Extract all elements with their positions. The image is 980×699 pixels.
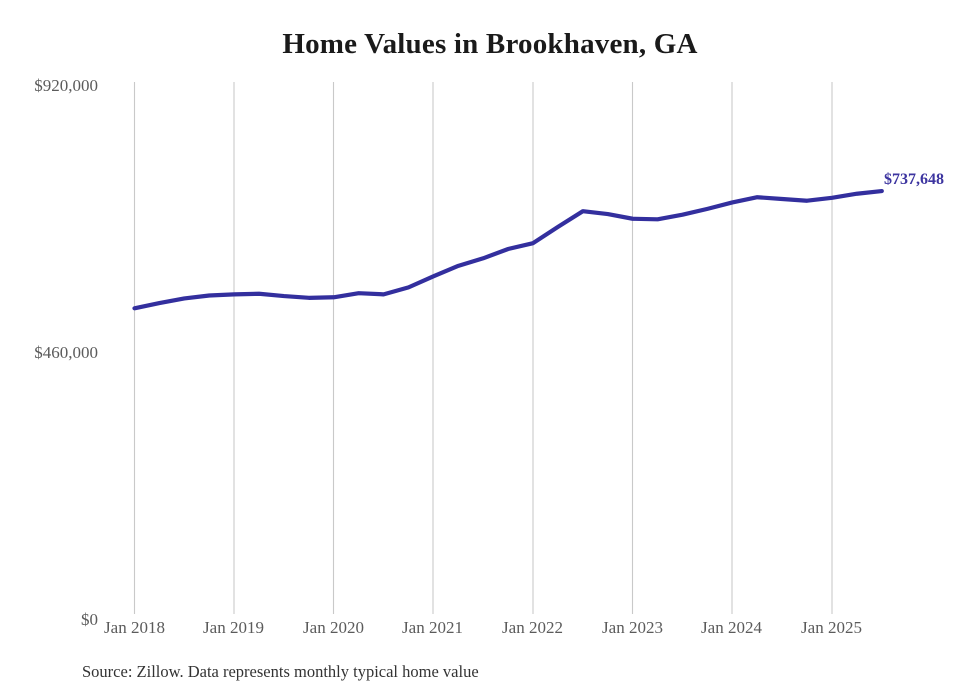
- end-value-annotation: $737,648: [884, 171, 944, 188]
- vertical-gridlines: [133, 82, 833, 614]
- x-tick-label-jan-2021: Jan 2021: [402, 618, 463, 637]
- source-footnote: Source: Zillow. Data represents monthly …: [82, 662, 479, 681]
- chart-title: Home Values in Brookhaven, GA: [282, 28, 698, 60]
- y-tick-label-0: $0: [81, 610, 98, 629]
- x-tick-label-jan-2024: Jan 2024: [701, 618, 762, 637]
- x-tick-label-jan-2025: Jan 2025: [801, 618, 862, 637]
- x-tick-label-jan-2020: Jan 2020: [303, 618, 364, 637]
- x-tick-label-jan-2023: Jan 2023: [602, 618, 663, 637]
- y-tick-label-920000: $920,000: [34, 76, 98, 95]
- x-tick-label-jan-2022: Jan 2022: [502, 618, 563, 637]
- x-tick-label-jan-2019: Jan 2019: [203, 618, 264, 637]
- y-tick-label-460000: $460,000: [34, 343, 98, 362]
- x-tick-label-jan-2018: Jan 2018: [104, 618, 165, 637]
- series-line-typical-home-value: [132, 188, 884, 311]
